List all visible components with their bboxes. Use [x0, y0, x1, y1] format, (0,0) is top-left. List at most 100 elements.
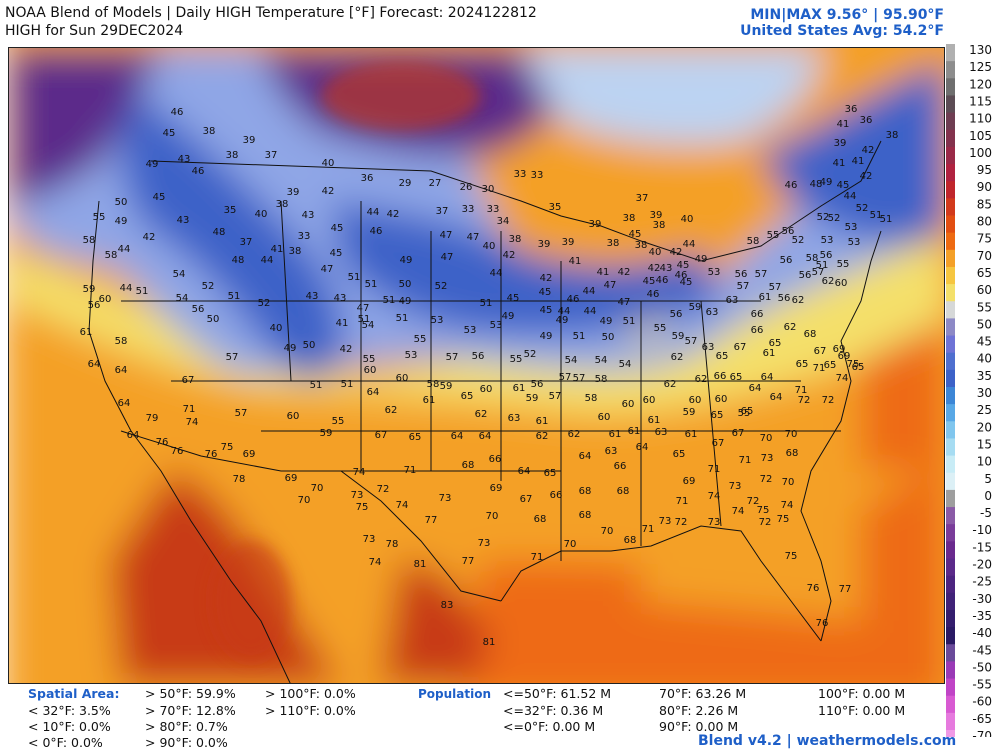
scale-swatch [946, 421, 955, 439]
temp-label: 50 [303, 340, 316, 351]
temp-label: 74 [396, 500, 409, 511]
temp-label: 74 [186, 417, 199, 428]
temp-label: 51 [365, 279, 378, 290]
temp-label: 72 [760, 474, 773, 485]
temp-label: 33 [298, 231, 311, 242]
temp-label: 46 [567, 294, 580, 305]
temp-label: 38 [289, 246, 302, 257]
temp-label: 60 [287, 411, 300, 422]
temp-label: 57 [755, 269, 768, 280]
temp-label: 55 [767, 230, 780, 241]
scale-tick-label: 55 [977, 300, 992, 314]
temp-label: 37 [265, 150, 278, 161]
temp-label: 51 [480, 298, 493, 309]
temp-label: 60 [99, 294, 112, 305]
temp-label: 47 [467, 232, 480, 243]
scale-tick-label: 75 [977, 232, 992, 246]
temp-label: 45 [643, 276, 656, 287]
temp-label: 66 [714, 371, 727, 382]
temp-label: 42 [860, 171, 873, 182]
temp-label: 51 [228, 291, 241, 302]
scale-swatch [946, 455, 955, 474]
temp-label: 46 [192, 166, 205, 177]
temp-label: 58 [747, 236, 760, 247]
temp-label: 58 [83, 235, 96, 246]
temp-label: 44 [584, 306, 597, 317]
temp-label: 62 [792, 295, 805, 306]
temp-label: 58 [105, 250, 118, 261]
temp-label: 57 [812, 267, 825, 278]
temp-label: 63 [726, 295, 739, 306]
temp-label: 71 [676, 496, 689, 507]
temp-label: 45 [680, 277, 693, 288]
temp-label: 53 [848, 237, 861, 248]
temp-label: 48 [232, 255, 245, 266]
temp-label: 76 [156, 437, 169, 448]
temp-label: 76 [816, 618, 829, 629]
temp-label: 75 [847, 359, 860, 370]
scale-swatch [946, 44, 955, 62]
us-canada-border [150, 140, 882, 262]
temp-label: 77 [425, 515, 438, 526]
scale-swatch [946, 507, 955, 525]
temp-label: 59 [440, 381, 453, 392]
temp-label: 49 [540, 331, 553, 342]
scale-tick-label: 25 [977, 403, 992, 417]
temp-label: 57 [235, 408, 248, 419]
temp-label: 65 [461, 391, 474, 402]
scale-swatch [946, 301, 955, 319]
temp-label: 53 [431, 315, 444, 326]
temp-label: 60 [689, 395, 702, 406]
scale-tick-label: 20 [977, 420, 992, 434]
scale-tick-label: -15 [972, 540, 992, 554]
scale-swatch [946, 78, 955, 96]
temp-label: 36 [860, 115, 873, 126]
temp-label: 44 [558, 306, 571, 317]
pop-col1-row1: <=50°F: 61.52 M [503, 686, 612, 701]
temp-label: 62 [664, 379, 677, 390]
temp-label: 40 [322, 158, 335, 169]
gulf-coast [500, 525, 822, 642]
temp-label: 52 [856, 203, 869, 214]
temp-label: 71 [795, 385, 808, 396]
temp-label: 51 [880, 214, 893, 225]
temp-label: 29 [399, 178, 412, 189]
temp-label: 71 [404, 465, 417, 476]
temp-label: 56 [820, 250, 833, 261]
scale-swatch [946, 215, 955, 234]
temp-label: 67 [182, 375, 195, 386]
temp-label: 42 [143, 232, 156, 243]
temp-label: 49 [556, 315, 569, 326]
temp-label: 70 [601, 526, 614, 537]
temp-label: 56 [735, 269, 748, 280]
temp-label: 68 [786, 448, 799, 459]
temp-label: 65 [544, 468, 557, 479]
scale-swatch [946, 318, 955, 337]
scale-swatch [946, 644, 955, 662]
scale-tick-label: 85 [977, 197, 992, 211]
temp-label: 43 [302, 210, 315, 221]
pop-col2-row2: 80°F: 2.26 M [659, 703, 739, 718]
temp-label: 59 [526, 393, 539, 404]
temp-label: 38 [509, 234, 522, 245]
temp-label: 42 [503, 250, 516, 261]
temp-label: 74 [353, 467, 366, 478]
temp-label: 70 [785, 429, 798, 440]
temp-label: 51 [341, 379, 354, 390]
population-heading: Population [418, 687, 492, 701]
temp-label: 59 [83, 284, 96, 295]
scale-tick-label: 100 [969, 146, 992, 160]
temp-label: 40 [255, 209, 268, 220]
scale-swatch [946, 284, 955, 302]
temp-label: 69 [490, 483, 503, 494]
scale-swatch [946, 164, 955, 182]
temp-label: 56 [782, 226, 795, 237]
spatial-col1-row2: < 10°F: 0.0% [28, 719, 111, 734]
scale-tick-label: 50 [977, 317, 992, 331]
temp-label: 58 [115, 336, 128, 347]
temp-label: 49 [400, 255, 413, 266]
temp-label: 35 [224, 205, 237, 216]
temp-label: 45 [153, 192, 166, 203]
temp-label: 51 [310, 380, 323, 391]
